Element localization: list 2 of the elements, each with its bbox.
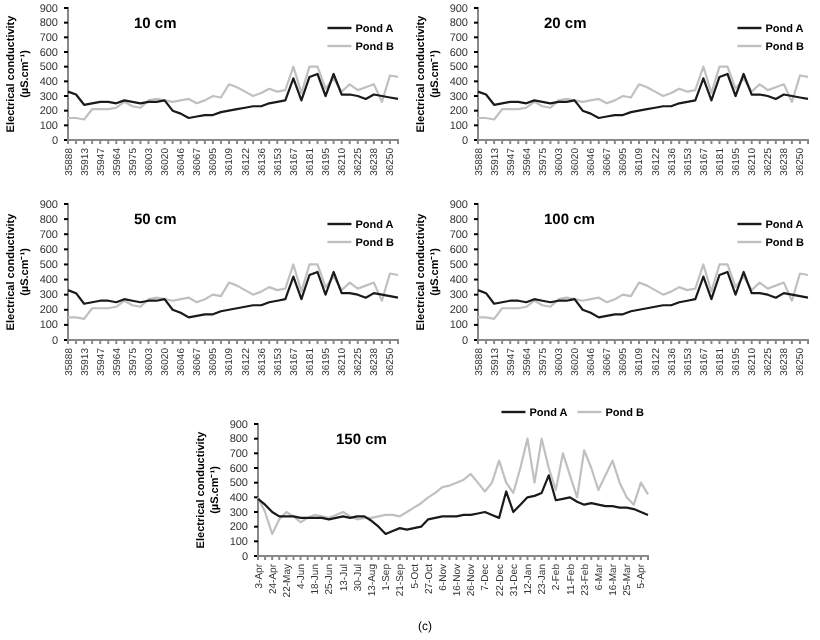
line-series [256, 474, 650, 536]
line-series [256, 437, 650, 536]
